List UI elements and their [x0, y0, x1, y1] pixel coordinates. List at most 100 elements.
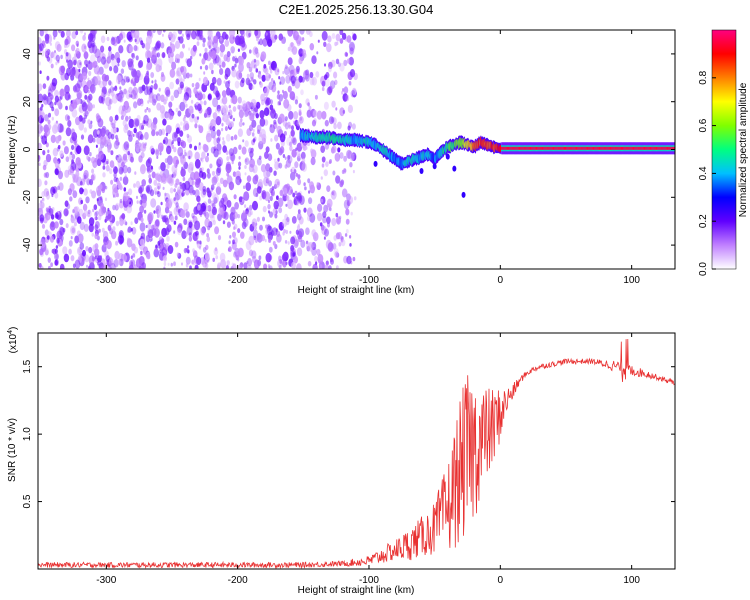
noise-cell	[138, 86, 143, 94]
noise-cell	[107, 104, 112, 111]
noise-cell	[351, 32, 354, 36]
noise-cell	[307, 260, 312, 267]
noise-cell	[284, 66, 290, 76]
noise-cell	[282, 231, 285, 236]
x-tick-label: -200	[228, 575, 248, 586]
noise-cell	[214, 226, 220, 235]
noise-cell	[183, 120, 190, 131]
noise-cell	[202, 247, 207, 253]
noise-cell	[159, 249, 162, 254]
noise-cell	[124, 174, 127, 178]
noise-cell	[345, 218, 350, 225]
noise-cell	[323, 169, 328, 177]
noise-cell	[271, 78, 274, 82]
noise-cell	[82, 188, 85, 192]
noise-cell	[267, 264, 271, 269]
trace-band-core	[532, 146, 534, 150]
noise-cell	[174, 40, 181, 49]
noise-cell	[164, 192, 167, 197]
y-tick-label: 40	[22, 48, 33, 60]
noise-cell	[220, 105, 226, 114]
noise-cell	[215, 255, 218, 260]
noise-cell	[180, 66, 185, 73]
trace-band-core	[563, 146, 565, 150]
trace-band-core	[537, 146, 539, 150]
noise-cell	[129, 260, 134, 267]
noise-cell	[256, 157, 262, 166]
noise-cell	[72, 190, 78, 199]
trace-band-core	[621, 146, 623, 150]
noise-cell	[266, 177, 270, 183]
noise-cell	[45, 37, 49, 44]
noise-cell	[323, 41, 327, 47]
x-tick-label: 0	[498, 275, 504, 286]
noise-cell	[259, 82, 263, 88]
noise-cell	[149, 238, 152, 243]
noise-cell	[143, 114, 149, 124]
noise-cell	[170, 95, 175, 102]
noise-cell	[177, 141, 181, 146]
noise-cell	[202, 185, 207, 192]
trace-band-core	[561, 146, 564, 150]
trace-band-core	[550, 146, 553, 150]
noise-cell	[339, 152, 344, 159]
noise-cell	[275, 142, 280, 150]
noise-cell	[135, 180, 141, 188]
noise-cell	[222, 137, 225, 141]
noise-cell	[316, 212, 323, 222]
noise-cell	[145, 185, 151, 193]
noise-cell	[268, 60, 271, 66]
noise-cell	[166, 163, 170, 169]
noise-cell	[253, 102, 257, 108]
noise-cell	[296, 68, 300, 75]
noise-cell	[127, 78, 130, 83]
noise-cell	[298, 116, 304, 124]
noise-cell	[49, 42, 52, 46]
trace-band-core	[666, 146, 668, 150]
noise-cell	[197, 92, 203, 101]
noise-cell	[282, 119, 288, 127]
noise-cell	[284, 64, 288, 70]
noise-cell	[158, 129, 163, 136]
noise-cell	[95, 75, 101, 86]
noise-cell	[169, 81, 175, 90]
noise-cell	[39, 30, 44, 37]
trace-band-core	[616, 146, 618, 150]
noise-cell	[195, 178, 200, 186]
trace-band-core	[509, 146, 511, 150]
noise-cell	[199, 100, 203, 106]
noise-cell	[113, 166, 118, 175]
trace-band-core	[583, 146, 586, 150]
noise-cell	[119, 200, 124, 209]
spectrogram-signal-trace	[299, 127, 675, 198]
noise-cell	[150, 165, 153, 170]
noise-cell	[235, 250, 241, 259]
snr-panel: -300 -200 -100 0 100 0.51.01.5 Height of str…	[7, 327, 676, 596]
noise-cell	[56, 237, 60, 244]
noise-cell	[157, 142, 164, 153]
noise-cell	[70, 236, 73, 240]
noise-cell	[123, 125, 129, 134]
trace-band-core	[667, 146, 669, 150]
noise-cell	[258, 38, 264, 46]
noise-cell	[76, 43, 79, 47]
noise-cell	[244, 158, 248, 163]
noise-cell	[283, 98, 290, 109]
noise-cell	[282, 185, 286, 192]
noise-cell	[244, 204, 247, 208]
noise-cell	[200, 34, 204, 41]
noise-cell	[270, 138, 273, 142]
noise-cell	[122, 192, 129, 202]
noise-cell	[148, 174, 152, 179]
noise-cell	[87, 209, 91, 215]
noise-cell	[59, 150, 64, 158]
noise-cell	[248, 66, 253, 73]
noise-cell	[83, 169, 89, 179]
noise-cell	[246, 61, 251, 69]
noise-cell	[250, 105, 255, 112]
noise-cell	[83, 127, 88, 133]
y-tick-label: 20	[22, 96, 33, 108]
trace-band-core	[510, 146, 512, 150]
noise-cell	[270, 69, 273, 74]
